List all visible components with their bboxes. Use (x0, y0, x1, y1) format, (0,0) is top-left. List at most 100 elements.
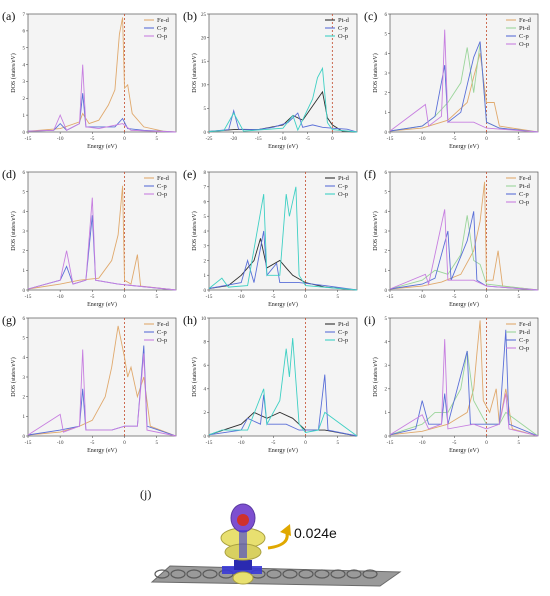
dos-panel-d: (d) -15 -10 -5 0 5 0 1 2 3 4 5 6 Energy (eV) DOS (stat… (2, 167, 177, 308)
y-tick-label: 1 (385, 111, 388, 116)
series-line-o-p (389, 209, 539, 291)
y-tick-label: 4 (385, 340, 388, 345)
charge-transfer-label: 0.024e (294, 525, 337, 541)
legend-entry: O-p (338, 33, 348, 40)
x-tick-label: -15 (25, 441, 32, 446)
x-axis-label: Energy (eV) (87, 447, 117, 454)
carbon-ring (282, 569, 298, 579)
y-tick-label: 3 (385, 230, 388, 235)
series-line-c-p (389, 211, 539, 291)
y-tick-label: 0 (385, 131, 388, 136)
x-tick-label: -15 (387, 137, 394, 142)
y-tick-label: 6 (385, 171, 388, 176)
y-tick-label: 5 (23, 47, 26, 52)
legend-entry: C-p (519, 337, 529, 344)
legend-entry: O-p (338, 191, 348, 198)
series-line-fe-d (389, 181, 539, 291)
x-tick-label: 0 (304, 295, 307, 300)
panel-letter-g: (g) (2, 313, 16, 327)
x-tick-label: 0 (123, 441, 126, 446)
x-tick-label: 5 (517, 441, 520, 446)
dos-panels: (a) -15 -10 -5 0 5 0 1 2 3 4 5 6 7 Energy (eV) DOS (sta… (2, 9, 539, 454)
legend-entry: Fe-d (519, 17, 532, 24)
y-tick-label: 4 (23, 63, 26, 68)
y-tick-label: 2 (23, 395, 26, 400)
iron-site (222, 560, 262, 574)
y-tick-label: 0 (385, 289, 388, 294)
x-tick-label: 0 (304, 441, 307, 446)
y-tick-label: 25 (201, 13, 207, 18)
plot-area (389, 317, 539, 437)
plot-area (389, 171, 539, 291)
series-line-o-p (389, 339, 539, 437)
y-tick-label: 5 (385, 190, 388, 195)
series-line-o-p (27, 349, 177, 437)
legend-entry: C-p (338, 25, 348, 32)
legend-entry: C-p (338, 183, 348, 190)
y-tick-label: 2 (385, 249, 388, 254)
legend-entry: O-p (519, 345, 529, 352)
legend-entry: Pt-d (519, 25, 531, 32)
carbon-ring (266, 569, 282, 579)
y-tick-label: 5 (385, 32, 388, 37)
y-tick-label: 6 (23, 317, 26, 322)
y-tick-label: 3 (23, 376, 26, 381)
carbon-ring (170, 569, 186, 579)
dos-panel-b: (b) -25 -20 -15 -10 -5 0 0 5 10 15 20 25 Energy (eV) D… (183, 9, 358, 150)
series-line-o-p (389, 29, 539, 133)
y-tick-label: 6 (204, 364, 207, 369)
y-tick-label: 6 (204, 200, 207, 205)
carbon-ring (330, 569, 346, 579)
legend-entry: O-p (338, 337, 348, 344)
y-tick-label: 20 (201, 36, 207, 41)
series-line-o-p (208, 186, 358, 291)
y-tick-label: 15 (201, 60, 207, 65)
dos-panel-e: (e) -15 -10 -5 0 5 0 1 2 3 4 5 6 7 8 Energy (eV) DOS (st… (183, 167, 358, 308)
x-tick-label: -10 (57, 295, 64, 300)
y-tick-label: 3 (385, 72, 388, 77)
y-tick-label: 0 (23, 131, 26, 136)
y-tick-label: 4 (23, 356, 26, 361)
y-tick-label: 2 (23, 97, 26, 102)
x-tick-label: -15 (206, 441, 213, 446)
series-line-o-p (208, 338, 358, 437)
legend: Fe-dPt-dC-pO-p (506, 321, 532, 352)
y-tick-label: 4 (23, 210, 26, 215)
y-tick-label: 0 (204, 289, 207, 294)
panel-letter-c: (c) (364, 9, 377, 23)
carbon-ring (362, 569, 378, 579)
graphene-sheet (150, 565, 402, 587)
x-tick-label: 0 (485, 295, 488, 300)
x-tick-label: -10 (57, 137, 64, 142)
x-tick-label: 5 (517, 295, 520, 300)
x-tick-label: -15 (25, 295, 32, 300)
legend-entry: Fe-d (157, 17, 170, 24)
y-tick-label: 6 (23, 30, 26, 35)
carbon-ring (202, 569, 218, 579)
dos-panel-a: (a) -15 -10 -5 0 5 0 1 2 3 4 5 6 7 Energy (eV) DOS (sta… (2, 9, 177, 150)
legend-entry: O-p (519, 41, 529, 48)
series-line-c-p (389, 329, 539, 437)
legend-entry: Pt-d (519, 183, 531, 190)
legend-entry: Fe-d (519, 175, 532, 182)
y-tick-label: 1 (23, 114, 26, 119)
x-tick-label: -5 (271, 441, 276, 446)
panel-letter-j: (j) (140, 487, 151, 501)
y-tick-label: 1 (204, 274, 207, 279)
legend-entry: C-p (157, 25, 167, 32)
y-axis-label: DOS (states/eV) (10, 211, 17, 251)
x-axis-label: Energy (eV) (449, 143, 479, 150)
y-tick-label: 3 (23, 80, 26, 85)
x-tick-label: -10 (419, 137, 426, 142)
x-tick-label: -10 (238, 441, 245, 446)
y-tick-label: 1 (23, 269, 26, 274)
y-tick-label: 5 (23, 336, 26, 341)
x-tick-label: -10 (280, 137, 287, 142)
carbon-ring (186, 569, 202, 579)
carbon-ring (154, 569, 170, 579)
y-tick-label: 6 (385, 13, 388, 18)
series-line-fe-d (27, 185, 177, 291)
x-axis-label: Energy (eV) (449, 447, 479, 454)
x-tick-label: -5 (306, 137, 311, 142)
x-tick-label: -15 (25, 137, 32, 142)
